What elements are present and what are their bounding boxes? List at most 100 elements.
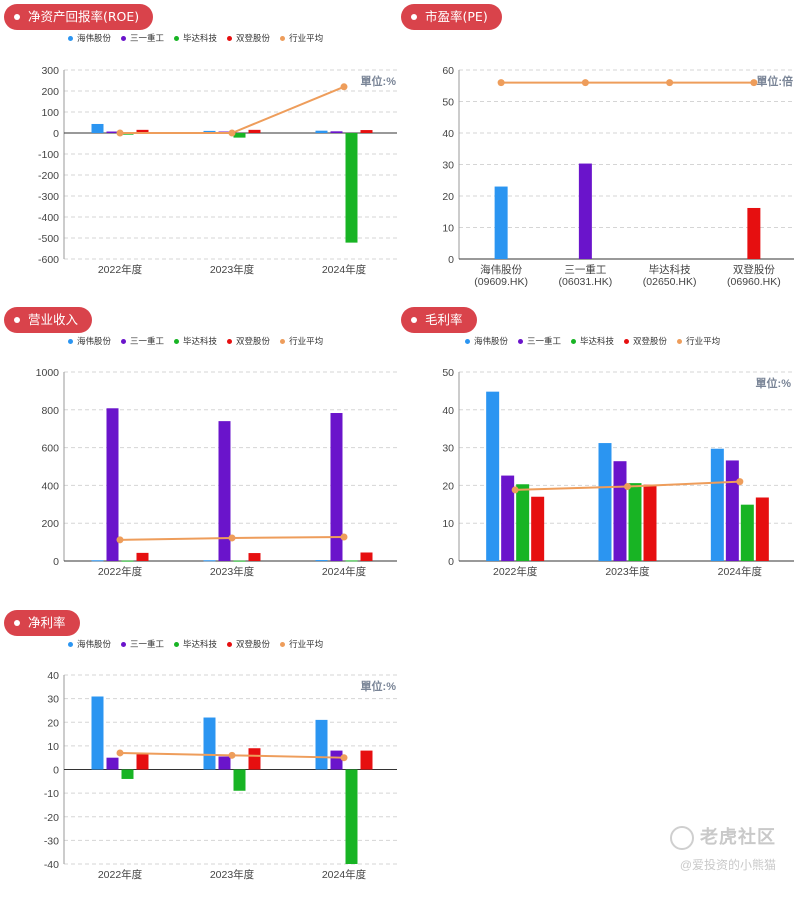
legend-item[interactable]: 双登股份 xyxy=(227,638,270,650)
legend-item[interactable]: 毕达科技 xyxy=(174,335,217,347)
average-point xyxy=(228,129,236,137)
average-point xyxy=(116,749,124,757)
y-tick-label: -600 xyxy=(38,254,59,266)
bar xyxy=(494,186,508,259)
y-tick-label: -300 xyxy=(38,191,59,203)
x-tick-label: (06960.HK) xyxy=(727,276,781,288)
legend-item[interactable]: 行业平均 xyxy=(677,335,720,347)
gross-margin-panel: 毛利率 海伟股份 三一重工 毕达科技 双登股份 行业平均 50 40 30 20 10 0… xyxy=(397,303,794,598)
bar xyxy=(578,163,592,259)
legend-item[interactable]: 三一重工 xyxy=(121,335,164,347)
y-tick-label: -200 xyxy=(38,170,59,182)
legend-item[interactable]: 三一重工 xyxy=(121,32,164,44)
legend-dot xyxy=(227,35,233,41)
legend-item[interactable]: 海伟股份 xyxy=(68,32,111,44)
y-tick-label: -400 xyxy=(38,212,59,224)
unit-label: 單位:% xyxy=(756,376,792,390)
legend-dot xyxy=(174,35,180,41)
panel-title: 市盈率(PE) xyxy=(401,4,502,30)
bar xyxy=(136,754,149,770)
y-tick-label: 50 xyxy=(442,97,454,109)
legend: 海伟股份 三一重工 毕达科技 双登股份 行业平均 xyxy=(68,335,323,347)
legend-item[interactable]: 海伟股份 xyxy=(68,335,111,347)
unit-label: 單位:% xyxy=(361,679,397,693)
legend-item[interactable]: 双登股份 xyxy=(624,335,667,347)
bar xyxy=(203,560,216,562)
bar xyxy=(106,131,119,133)
legend-item[interactable]: 行业平均 xyxy=(280,335,323,347)
legend-dot xyxy=(677,338,683,344)
tiger-logo-icon xyxy=(670,826,694,850)
x-tick-label: 2022年度 xyxy=(493,565,538,578)
bar xyxy=(106,757,119,770)
bar xyxy=(360,130,373,133)
bar xyxy=(106,408,119,561)
bar xyxy=(91,123,104,133)
bar xyxy=(598,443,612,561)
legend-item[interactable]: 行业平均 xyxy=(280,32,323,44)
x-tick-label: 2024年度 xyxy=(322,868,367,881)
bar xyxy=(121,560,134,562)
legend-item[interactable]: 毕达科技 xyxy=(174,638,217,650)
y-tick-label: -20 xyxy=(44,812,59,824)
panel-title: 净资产回报率(ROE) xyxy=(4,4,154,30)
legend-dot xyxy=(121,641,127,647)
revenue-panel: 营业收入 海伟股份 三一重工 毕达科技 双登股份 行业平均 1000 800 600… xyxy=(0,303,397,598)
legend-dot xyxy=(571,338,577,344)
bar xyxy=(315,130,328,133)
bar xyxy=(315,560,328,562)
legend-item[interactable]: 行业平均 xyxy=(280,638,323,650)
average-point xyxy=(624,483,631,491)
average-point xyxy=(116,129,124,137)
x-tick-label: 2023年度 xyxy=(210,263,255,276)
bar xyxy=(360,552,373,561)
legend-item[interactable]: 双登股份 xyxy=(227,32,270,44)
x-tick-label: 2022年度 xyxy=(98,263,143,276)
legend-item[interactable]: 双登股份 xyxy=(227,335,270,347)
y-tick-label: -100 xyxy=(38,149,59,161)
bar xyxy=(248,748,261,770)
bar xyxy=(330,131,343,133)
legend-dot xyxy=(227,641,233,647)
bar xyxy=(136,552,149,561)
bar xyxy=(628,483,642,561)
average-point xyxy=(497,79,505,87)
watermark-title: 老虎社区 xyxy=(700,826,776,847)
x-tick-label: 2023年度 xyxy=(605,565,650,578)
y-tick-label: 10 xyxy=(442,518,454,530)
bar xyxy=(345,560,358,562)
legend-dot xyxy=(624,338,630,344)
average-point xyxy=(340,754,348,762)
legend-item[interactable]: 海伟股份 xyxy=(68,638,111,650)
legend-item[interactable]: 三一重工 xyxy=(518,335,561,347)
x-tick-label: (02650.HK) xyxy=(643,276,697,288)
x-tick-label: 2024年度 xyxy=(322,263,367,276)
bar xyxy=(233,560,246,562)
bar xyxy=(203,717,216,770)
bar xyxy=(203,130,216,133)
y-tick-label: 30 xyxy=(47,694,59,706)
y-tick-label: 0 xyxy=(53,765,59,777)
panel-title: 营业收入 xyxy=(4,307,93,333)
legend-dot xyxy=(280,338,286,344)
bar xyxy=(345,133,358,243)
x-tick-label: 毕达科技 xyxy=(649,263,691,276)
legend-item[interactable]: 三一重工 xyxy=(121,638,164,650)
y-tick-label: 1000 xyxy=(36,367,60,379)
y-tick-label: 40 xyxy=(47,670,59,682)
average-point xyxy=(666,79,674,87)
legend: 海伟股份 三一重工 毕达科技 双登股份 行业平均 xyxy=(68,638,323,650)
legend-item[interactable]: 海伟股份 xyxy=(465,335,508,347)
x-tick-label: 三一重工 xyxy=(564,263,606,276)
bar xyxy=(755,497,769,561)
bar xyxy=(91,696,104,770)
legend-dot xyxy=(68,35,73,41)
legend-item[interactable]: 毕达科技 xyxy=(571,335,614,347)
bar xyxy=(531,496,545,561)
legend-item[interactable]: 毕达科技 xyxy=(174,32,217,44)
average-point xyxy=(340,83,348,91)
bar xyxy=(121,769,134,779)
legend-dot xyxy=(121,338,127,344)
x-tick-label: 双登股份 xyxy=(733,263,775,276)
x-tick-label: (09609.HK) xyxy=(474,276,528,288)
